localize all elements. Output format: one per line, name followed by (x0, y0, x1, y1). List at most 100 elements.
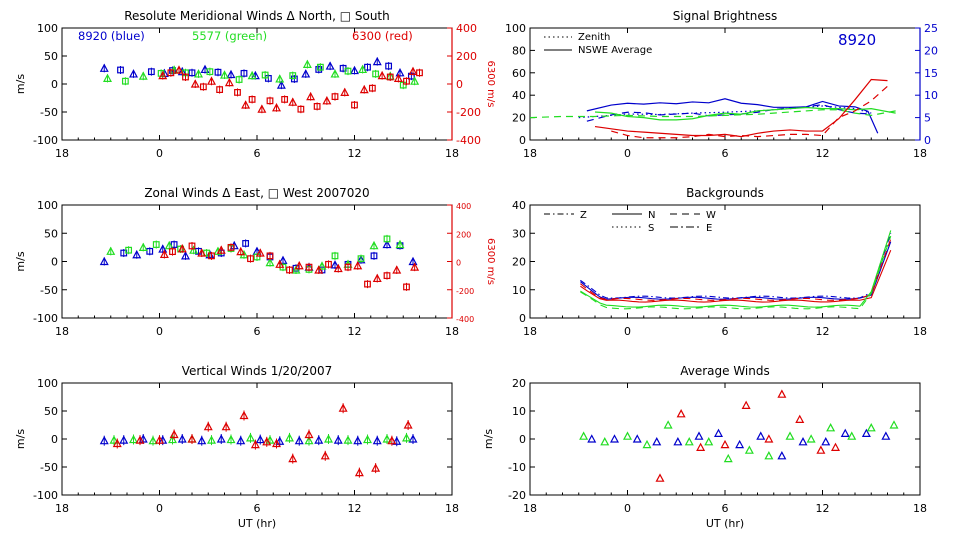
zonal-ylabel-right: 6300 m/s (485, 238, 496, 285)
brightness-line-green-solid (594, 106, 896, 121)
zonal-point (291, 265, 301, 274)
meridional-point (386, 73, 394, 81)
vertical-point (99, 435, 109, 445)
meridional-ytick-right-label: 0 (456, 78, 463, 91)
meridional-point (216, 86, 224, 94)
average-point (622, 431, 633, 440)
meridional-point (99, 63, 109, 72)
backgrounds-ytick-label: 40 (512, 199, 526, 212)
brightness-title: Signal Brightness (673, 9, 778, 23)
vertical-xtick-label: 18 (445, 502, 459, 515)
brightness-line-blue-solid (586, 98, 879, 134)
brightness-ytick-right-label: 10 (924, 89, 938, 102)
average-title: Average Winds (680, 364, 770, 378)
backgrounds-xtick-label: 12 (816, 325, 830, 338)
meridional-point (266, 97, 274, 105)
vertical-point (338, 403, 348, 412)
average-point (826, 423, 836, 432)
vertical-point (187, 434, 197, 443)
legend-bg-label: Z (580, 210, 587, 221)
vertical-point (353, 435, 363, 445)
average-ytick-label: -10 (508, 461, 526, 474)
vertical-ytick-label: 50 (44, 405, 58, 418)
backgrounds-xtick-label: 18 (913, 325, 927, 338)
zonal-point (169, 248, 176, 256)
zonal-point (266, 252, 274, 260)
average-ytick-label: -20 (508, 489, 526, 502)
brightness-ytick-label: 40 (512, 89, 526, 102)
average-point (735, 439, 745, 449)
legend-bg-label: N (648, 210, 655, 221)
meridional-ytick-right-label: 400 (456, 22, 477, 35)
vertical-ytick-label: 100 (37, 377, 58, 390)
average-point (632, 434, 642, 443)
average-point (655, 473, 665, 482)
vertical-ytick-label: -50 (40, 461, 58, 474)
meridional-point (297, 105, 305, 113)
average-point (720, 439, 730, 449)
meridional-point (344, 67, 352, 75)
meridional-ytick-right-label: 200 (456, 50, 477, 63)
zonal-point (305, 263, 313, 271)
meridional-point (368, 84, 376, 92)
meridional-ylabel: m/s (14, 74, 27, 94)
average-ytick-label: 10 (512, 405, 526, 418)
meridional-point (351, 101, 358, 109)
meridional-frame (61, 27, 453, 141)
zonal-frame (61, 204, 453, 319)
meridional-ytick-right-label: -200 (456, 106, 481, 119)
meridional-point (240, 69, 248, 77)
vertical-point (128, 434, 139, 444)
vertical-point (109, 435, 119, 444)
average-point (652, 437, 662, 446)
vertical-point (262, 437, 272, 446)
meridional-point (410, 76, 420, 85)
zonal-point (286, 266, 293, 274)
meridional-xtick-label: 0 (156, 147, 163, 160)
legend-nswe-label: NSWE Average (578, 45, 652, 56)
vertical-point (239, 410, 249, 420)
vertical-point (112, 438, 122, 448)
vertical-point (255, 434, 265, 444)
backgrounds-xtick-label: 6 (722, 325, 729, 338)
meridional-point (235, 76, 243, 83)
meridional-ytick-label: 100 (37, 22, 58, 35)
vertical-point (382, 434, 392, 443)
meridional-point (188, 69, 196, 77)
vertical-point (354, 467, 364, 477)
meridional-xtick-label: 18 (445, 147, 459, 160)
meridional-point (174, 65, 184, 74)
zonal-point (227, 243, 235, 251)
average-point (798, 437, 808, 446)
zonal-point (408, 256, 418, 266)
zonal-ytick-label: -100 (33, 312, 58, 325)
meridional-point (364, 63, 371, 71)
brightness-line-red-solid (594, 78, 888, 138)
meridional-point (325, 61, 335, 70)
zonal-point (344, 263, 352, 271)
zonal-panel: Zonal Winds Δ East, □ West 2007020 18 0 6 12… (14, 186, 496, 338)
legend-bg-label: W (706, 210, 716, 221)
brightness-line-blue-dashed (586, 103, 872, 122)
annotation-0: 8920 (blue) (78, 29, 145, 43)
average-point (694, 431, 704, 440)
vertical-point (236, 435, 246, 445)
meridional-point (226, 69, 236, 79)
meridional-title: Resolute Meridional Winds Δ North, □ Sou… (124, 9, 390, 23)
vertical-title: Vertical Winds 1/20/2007 (182, 364, 333, 378)
meridional-point (261, 71, 269, 79)
zonal-ytick-label: -50 (40, 284, 58, 297)
average-panel: Average Winds 18 0 6 12 18 20 10 0 -10 -20 m/s UT (h… (482, 364, 927, 530)
meridional-point (241, 100, 251, 109)
zonal-point (132, 249, 142, 259)
average-point (821, 437, 831, 446)
average-frame (529, 382, 921, 496)
meridional-ytick-label: 50 (44, 50, 58, 63)
brightness-ytick-label: 60 (512, 67, 526, 80)
meridional-point (158, 70, 168, 80)
vertical-ylabel: m/s (14, 429, 27, 449)
vertical-point (148, 435, 158, 445)
meridional-ylabel-right: 6300 m/s (485, 61, 496, 108)
meridional-point (289, 72, 297, 80)
